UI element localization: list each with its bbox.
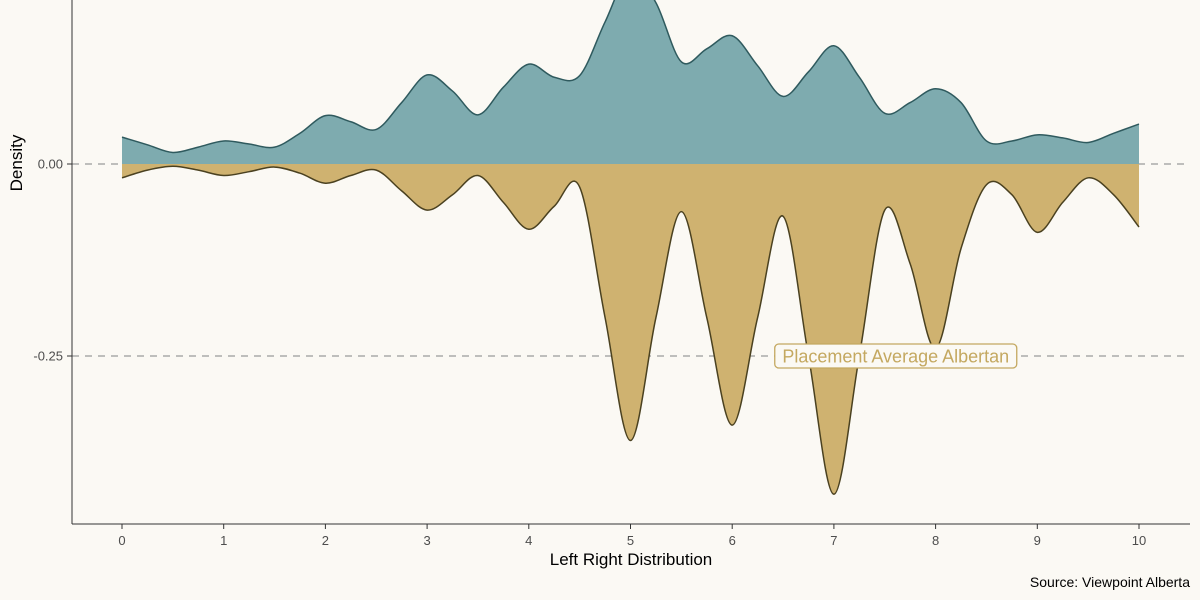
density-area-up xyxy=(122,0,1139,164)
x-tick-label: 7 xyxy=(830,533,837,548)
x-tick-label: 9 xyxy=(1034,533,1041,548)
x-tick-label: 5 xyxy=(627,533,634,548)
x-tick-label: 6 xyxy=(729,533,736,548)
density-line-up xyxy=(121,0,1140,154)
x-ticks: 0 1 2 3 4 5 6 7 8 9 10 xyxy=(118,524,1146,548)
x-tick-label: 3 xyxy=(423,533,430,548)
x-tick-label: 8 xyxy=(932,533,939,548)
y-tick-label: -0.25 xyxy=(33,349,63,364)
x-tick-label: 10 xyxy=(1132,533,1146,548)
x-tick-label: 0 xyxy=(118,533,125,548)
density-line-down xyxy=(121,165,1140,495)
x-axis-title: Left Right Distribution xyxy=(550,550,713,569)
y-axis-title: Density xyxy=(7,134,26,191)
y-ticks: 0.00 -0.25 xyxy=(33,157,72,364)
x-tick-label: 2 xyxy=(322,533,329,548)
axes: 0 1 2 3 4 5 6 7 8 9 10 0.00 -0.25 xyxy=(33,0,1190,548)
x-tick-label: 1 xyxy=(220,533,227,548)
annotation-label: Placement Average Albertan xyxy=(782,347,1009,367)
annotation-box xyxy=(774,343,1018,369)
source-caption: Source: Viewpoint Alberta xyxy=(1030,574,1190,590)
annotation: Placement Average Albertan xyxy=(774,343,1018,369)
density-area-down xyxy=(122,164,1139,495)
density-areas xyxy=(121,0,1140,495)
y-tick-label: 0.00 xyxy=(38,157,63,172)
x-tick-label: 4 xyxy=(525,533,532,548)
